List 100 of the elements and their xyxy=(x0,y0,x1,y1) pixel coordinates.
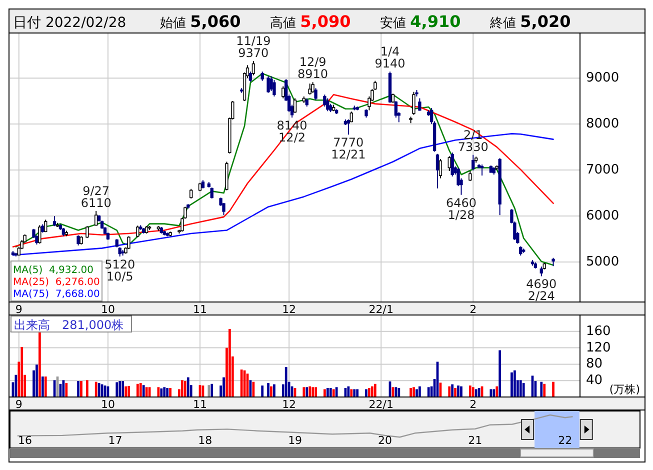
x-tick-label: 16 xyxy=(18,434,32,447)
y-tick-label: 160 xyxy=(586,324,611,339)
bar xyxy=(94,382,98,397)
text: 終値 5,020 xyxy=(489,12,571,31)
bar xyxy=(314,387,317,397)
bar xyxy=(454,388,456,397)
bar xyxy=(116,382,118,397)
candlestick xyxy=(394,100,398,118)
candlestick xyxy=(436,153,440,189)
bar xyxy=(353,389,356,397)
candlestick xyxy=(346,118,350,136)
bar xyxy=(460,386,462,397)
candlestick xyxy=(448,156,451,172)
bar xyxy=(273,384,276,397)
bar xyxy=(324,389,326,397)
bar xyxy=(412,387,415,397)
candlestick xyxy=(314,88,318,101)
y-tick-label: 5000 xyxy=(586,254,620,270)
bar xyxy=(142,385,145,397)
bar xyxy=(552,382,554,397)
bar xyxy=(312,387,314,397)
bar xyxy=(308,386,312,397)
annotation: 9/27 6110 xyxy=(80,184,112,210)
x-tick-label: 2 xyxy=(470,398,477,411)
bar xyxy=(163,387,166,397)
candlestick xyxy=(38,224,42,244)
annotation: 11/19 9370 xyxy=(236,34,271,60)
bar xyxy=(326,388,329,397)
bar xyxy=(496,386,498,397)
bar xyxy=(416,389,418,397)
x-tick-label: 10 xyxy=(100,398,115,411)
bar xyxy=(451,384,454,397)
annotation: 6460 1/28 xyxy=(446,196,477,222)
bar xyxy=(20,346,24,397)
bar xyxy=(410,388,412,397)
candlestick xyxy=(540,266,543,277)
candlestick xyxy=(127,236,130,250)
candlestick xyxy=(450,152,454,177)
bar xyxy=(418,386,421,397)
candlestick xyxy=(311,82,314,94)
candlestick xyxy=(86,226,89,239)
bar xyxy=(332,389,335,397)
candlestick xyxy=(472,154,475,171)
candlestick xyxy=(293,98,297,114)
bar xyxy=(160,388,163,397)
bar xyxy=(368,388,370,397)
text: 安値 4,910 xyxy=(380,12,461,31)
bar xyxy=(86,380,88,397)
bar xyxy=(478,388,480,397)
x-tick-label: 11 xyxy=(193,398,207,411)
bar xyxy=(302,387,306,397)
text: MA(75) 7,668.00 xyxy=(13,289,100,300)
candlestick xyxy=(52,216,56,227)
bar xyxy=(222,377,225,397)
y-tick-label: 6000 xyxy=(586,208,620,224)
candlestick xyxy=(272,79,276,97)
candlestick xyxy=(210,187,214,200)
chart-title: 日付 2022/02/28 xyxy=(13,15,126,31)
bar xyxy=(543,384,546,397)
bar xyxy=(240,370,243,397)
bar xyxy=(122,381,124,397)
y-tick-label: 7000 xyxy=(586,162,620,178)
bar xyxy=(492,389,496,397)
x-tick-label: 2 xyxy=(470,303,477,316)
bar xyxy=(267,383,270,397)
bar xyxy=(306,387,308,397)
x-tick-label: 12 xyxy=(282,398,296,411)
bar xyxy=(540,382,543,397)
bar xyxy=(186,377,190,397)
candlestick xyxy=(412,91,416,116)
candlestick xyxy=(136,225,140,238)
y-tick-label: 120 xyxy=(586,340,611,356)
candlestick xyxy=(480,164,484,176)
annotation: 7770 12/21 xyxy=(331,136,366,162)
x-tick-label: 20 xyxy=(378,434,392,447)
candlestick xyxy=(519,246,522,256)
annotation: 5120 10/5 xyxy=(104,257,136,284)
bar xyxy=(365,389,368,397)
bar xyxy=(145,387,148,397)
candlestick xyxy=(418,98,422,112)
x-tick-label: 12 xyxy=(282,303,296,316)
bar xyxy=(371,386,374,397)
annotation: 12/9 8910 xyxy=(298,55,328,82)
candlestick xyxy=(44,219,48,233)
line-series xyxy=(12,94,554,248)
bar xyxy=(166,388,169,397)
annotation: 出来高 281,000株 xyxy=(14,318,124,332)
bar xyxy=(118,381,122,397)
text: 始値 5,060 xyxy=(160,12,241,31)
bar xyxy=(514,370,516,397)
bar xyxy=(468,386,472,397)
y-tick-label: 40 xyxy=(586,373,603,388)
x-tick-label: 10 xyxy=(100,303,115,316)
candlestick xyxy=(266,76,270,94)
bar xyxy=(350,389,353,397)
candlestick xyxy=(391,93,395,104)
bar xyxy=(184,381,186,397)
bar xyxy=(77,381,80,397)
text: 高値 5,090 xyxy=(270,12,351,31)
x-tick-label: 17 xyxy=(108,434,122,447)
